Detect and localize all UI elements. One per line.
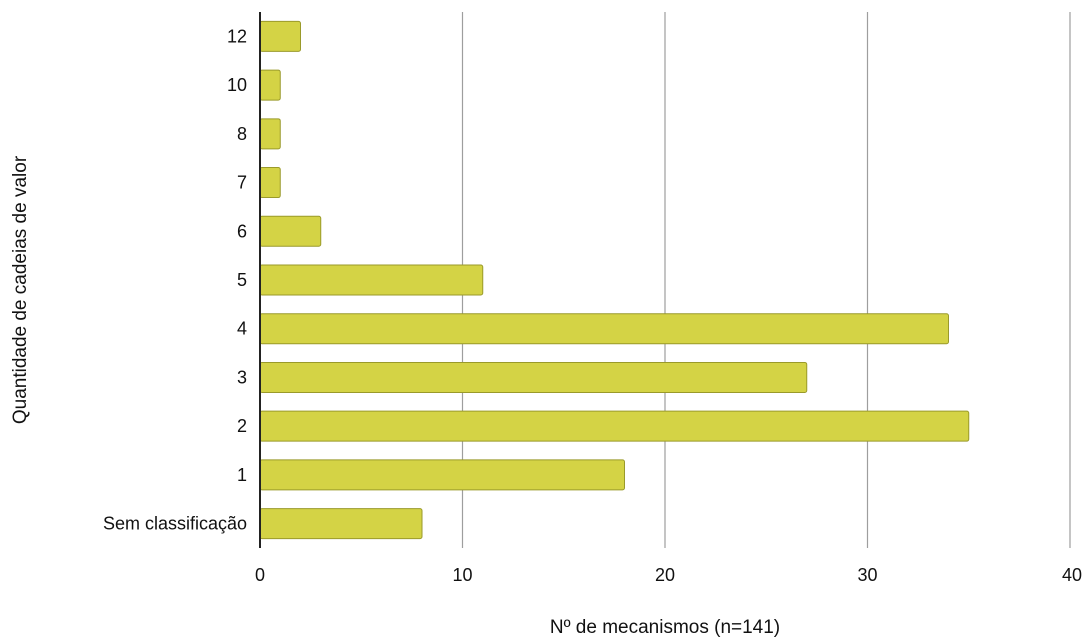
bar [259,118,281,150]
bar [259,459,625,491]
x-tick-label: 40 [1062,565,1082,585]
x-tick-label: 10 [452,565,472,585]
y-tick-label: 5 [237,270,247,290]
x-axis-title: Nº de mecanismos (n=141) [550,617,780,638]
bar [259,410,970,442]
y-tick-label: 7 [237,173,247,193]
bar [259,313,949,345]
y-tick-label: 4 [237,319,247,339]
y-tick-label: 6 [237,221,247,241]
bars [259,20,970,540]
y-tick-label: 2 [237,416,247,436]
y-axis-title: Quantidade de cadeias de valor [10,155,31,424]
x-tick-label: 20 [655,565,675,585]
bar [259,215,322,247]
bar [259,264,484,296]
bar [259,508,423,540]
bar [259,20,301,52]
y-tick-label: 3 [237,367,247,387]
x-tick-label: 0 [255,565,265,585]
y-tick-label: 10 [227,75,247,95]
x-tick-labels: 0 10 20 30 40 [255,565,1082,585]
y-tick-labels: 12 10 8 7 6 5 4 3 2 1 Sem classificação [103,26,247,533]
x-tick-label: 30 [857,565,877,585]
y-tick-label: 8 [237,124,247,144]
y-tick-label: 1 [237,465,247,485]
bar [259,167,281,199]
bar [259,361,808,393]
bar [259,69,281,101]
y-tick-label: Sem classificação [103,514,247,534]
y-tick-label: 12 [227,26,247,46]
